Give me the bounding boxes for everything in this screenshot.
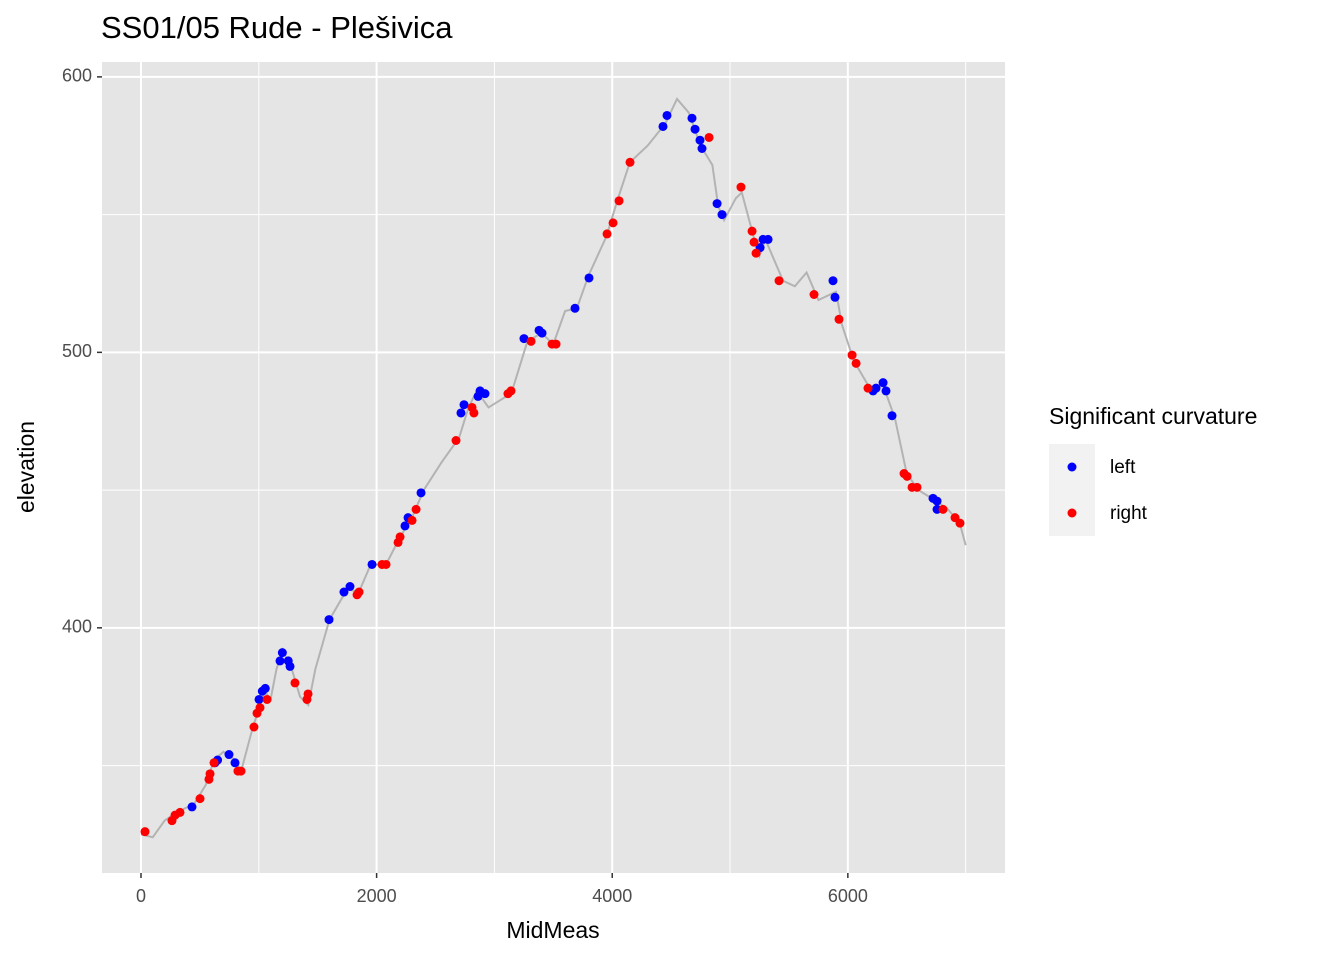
y-tick-label: 600 — [62, 66, 92, 86]
point — [830, 292, 840, 302]
point — [230, 758, 240, 768]
point — [407, 515, 417, 525]
point — [774, 276, 784, 286]
point — [712, 199, 722, 209]
y-tick-label: 500 — [62, 341, 92, 361]
point — [809, 290, 819, 300]
point — [834, 314, 844, 324]
point — [451, 436, 461, 446]
point — [400, 521, 410, 531]
point — [717, 210, 727, 220]
point — [236, 766, 246, 776]
point — [570, 303, 580, 313]
point — [932, 496, 942, 506]
point — [290, 678, 300, 688]
point — [662, 110, 672, 120]
point — [526, 336, 536, 346]
point — [763, 234, 773, 244]
point — [262, 694, 272, 704]
point — [175, 807, 185, 817]
point — [912, 482, 922, 492]
point — [690, 124, 700, 134]
point — [847, 350, 857, 360]
point — [602, 229, 612, 239]
point — [863, 383, 873, 393]
point — [354, 587, 364, 597]
legend-label: right — [1110, 503, 1148, 524]
legend-label: left — [1110, 457, 1136, 478]
point — [749, 237, 759, 247]
y-axis-title: elevation — [13, 421, 39, 513]
point — [345, 582, 355, 592]
legend-marker — [1067, 508, 1077, 518]
point — [224, 750, 234, 760]
point — [955, 518, 965, 528]
point — [205, 769, 215, 779]
point — [456, 408, 466, 418]
point — [195, 794, 205, 804]
point — [584, 273, 594, 283]
point — [519, 334, 529, 344]
point — [506, 386, 516, 396]
point — [697, 143, 707, 153]
x-tick-label: 6000 — [828, 886, 868, 906]
chart-title: SS01/05 Rude - Plešivica — [101, 10, 453, 45]
legend-marker — [1067, 462, 1077, 472]
point — [275, 656, 285, 666]
point — [469, 408, 479, 418]
point — [881, 386, 891, 396]
point — [887, 411, 897, 421]
point — [187, 802, 197, 812]
point — [751, 248, 761, 258]
point — [260, 683, 270, 693]
legend-title: Significant curvature — [1049, 403, 1257, 429]
point — [367, 559, 377, 569]
point — [411, 504, 421, 514]
point — [851, 358, 861, 368]
point — [339, 587, 349, 597]
x-tick-label: 0 — [136, 886, 146, 906]
point — [285, 661, 295, 671]
point — [140, 827, 150, 837]
x-tick-label: 2000 — [357, 886, 397, 906]
point — [254, 694, 264, 704]
point — [747, 226, 757, 236]
point — [249, 722, 259, 732]
point — [537, 328, 547, 338]
point — [695, 135, 705, 145]
point — [736, 182, 746, 192]
point — [704, 132, 714, 142]
point — [828, 276, 838, 286]
y-tick-label: 400 — [62, 617, 92, 637]
point — [625, 157, 635, 167]
point — [324, 615, 334, 625]
point — [209, 758, 219, 768]
point — [614, 196, 624, 206]
point — [255, 703, 265, 713]
point — [416, 488, 426, 498]
point — [303, 689, 313, 699]
point — [871, 383, 881, 393]
x-tick-label: 4000 — [592, 886, 632, 906]
point — [459, 400, 469, 410]
x-axis-title: MidMeas — [506, 917, 599, 943]
point — [902, 471, 912, 481]
point — [395, 532, 405, 542]
point — [608, 218, 618, 228]
point — [480, 389, 490, 399]
point — [878, 378, 888, 388]
point — [381, 559, 391, 569]
point — [551, 339, 561, 349]
point — [687, 113, 697, 123]
point — [938, 504, 948, 514]
point — [658, 121, 668, 131]
plot-panel — [102, 62, 1005, 873]
point — [277, 648, 287, 658]
